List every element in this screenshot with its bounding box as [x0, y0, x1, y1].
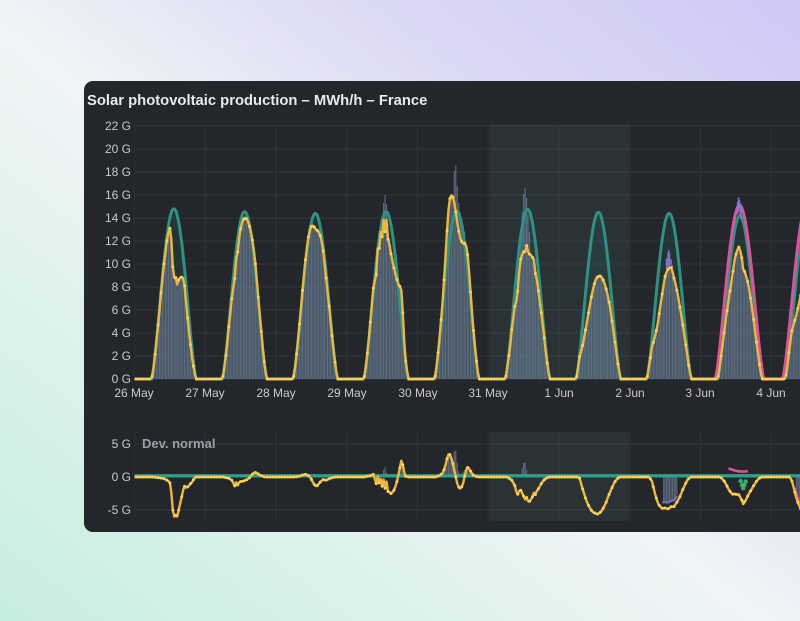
svg-text:16 G: 16 G	[105, 188, 131, 202]
svg-text:5 G: 5 G	[112, 437, 131, 451]
svg-text:20 G: 20 G	[105, 142, 131, 156]
svg-text:4 Jun: 4 Jun	[756, 386, 785, 400]
svg-text:3 Jun: 3 Jun	[685, 386, 714, 400]
svg-text:26 May: 26 May	[114, 386, 153, 400]
svg-text:22 G: 22 G	[105, 119, 131, 133]
svg-text:8 G: 8 G	[112, 280, 131, 294]
svg-text:12 G: 12 G	[105, 234, 131, 248]
svg-text:1 Jun: 1 Jun	[544, 386, 573, 400]
svg-text:0 G: 0 G	[112, 372, 131, 386]
svg-text:10 G: 10 G	[105, 257, 131, 271]
svg-text:4 G: 4 G	[112, 326, 131, 340]
svg-text:2 Jun: 2 Jun	[615, 386, 644, 400]
svg-text:Dev. normal: Dev. normal	[142, 436, 215, 451]
svg-text:0 G: 0 G	[112, 470, 131, 484]
svg-text:Solar photovoltaic production: Solar photovoltaic production – MWh/h – …	[87, 93, 427, 109]
svg-text:27 May: 27 May	[185, 386, 224, 400]
svg-text:18 G: 18 G	[105, 165, 131, 179]
svg-text:29 May: 29 May	[327, 386, 366, 400]
svg-text:2 G: 2 G	[112, 349, 131, 363]
svg-text:30 May: 30 May	[398, 386, 437, 400]
svg-text:28 May: 28 May	[256, 386, 295, 400]
svg-text:-5 G: -5 G	[108, 503, 131, 517]
svg-text:31 May: 31 May	[468, 386, 507, 400]
svg-text:14 G: 14 G	[105, 211, 131, 225]
svg-text:6 G: 6 G	[112, 303, 131, 317]
